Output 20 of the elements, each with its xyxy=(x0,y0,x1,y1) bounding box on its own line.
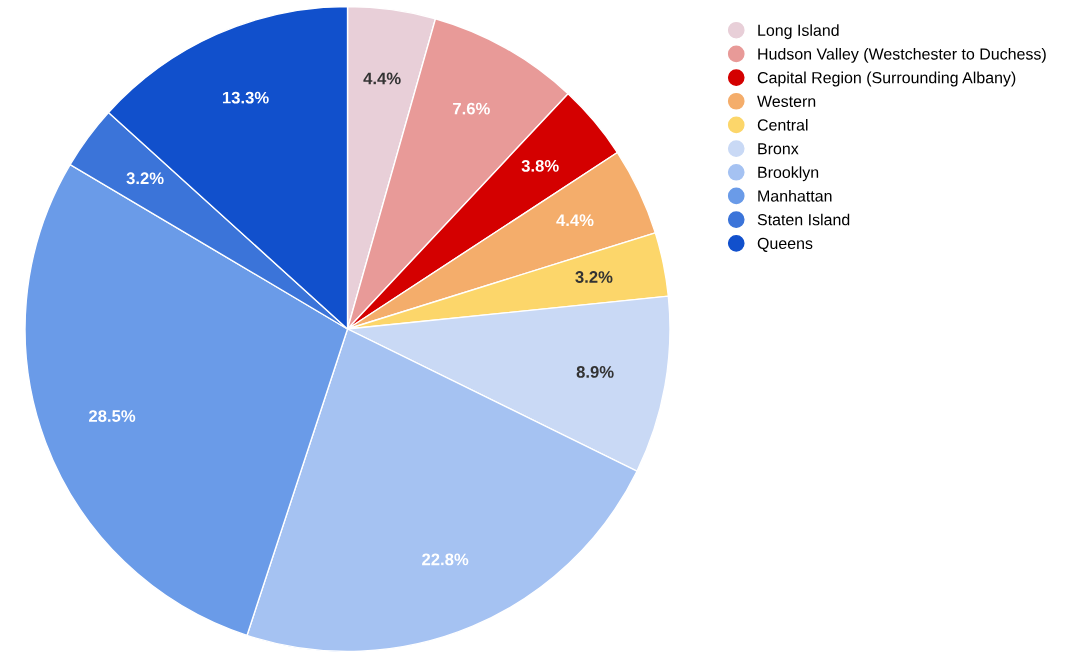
legend-label: Staten Island xyxy=(757,213,850,226)
data-label: 8.9% xyxy=(576,366,614,378)
legend-label: Manhattan xyxy=(758,189,832,202)
legend-label: Western xyxy=(757,95,816,107)
data-label: 3.8% xyxy=(521,159,559,172)
legend-label: Brooklyn xyxy=(758,166,819,182)
data-label: 13.3% xyxy=(222,91,269,104)
data-label: 7.6% xyxy=(453,102,490,115)
data-label: 3.2% xyxy=(126,172,164,185)
data-label: 22.8% xyxy=(422,553,469,566)
legend-label: Capital Region (Surrounding Albany) xyxy=(757,71,1016,87)
data-label: 4.4% xyxy=(363,72,401,85)
legend-label: Queens xyxy=(757,237,813,252)
legend-label: Long Island xyxy=(758,24,839,40)
data-label: 4.4% xyxy=(556,214,594,227)
legend-label: Hudson Valley (Westchester to Duchess) xyxy=(758,47,1046,63)
data-label: 28.5% xyxy=(89,410,136,422)
data-label: 3.2% xyxy=(575,271,613,283)
legend-label: Central xyxy=(757,118,808,131)
legend-label: Bronx xyxy=(758,143,799,155)
